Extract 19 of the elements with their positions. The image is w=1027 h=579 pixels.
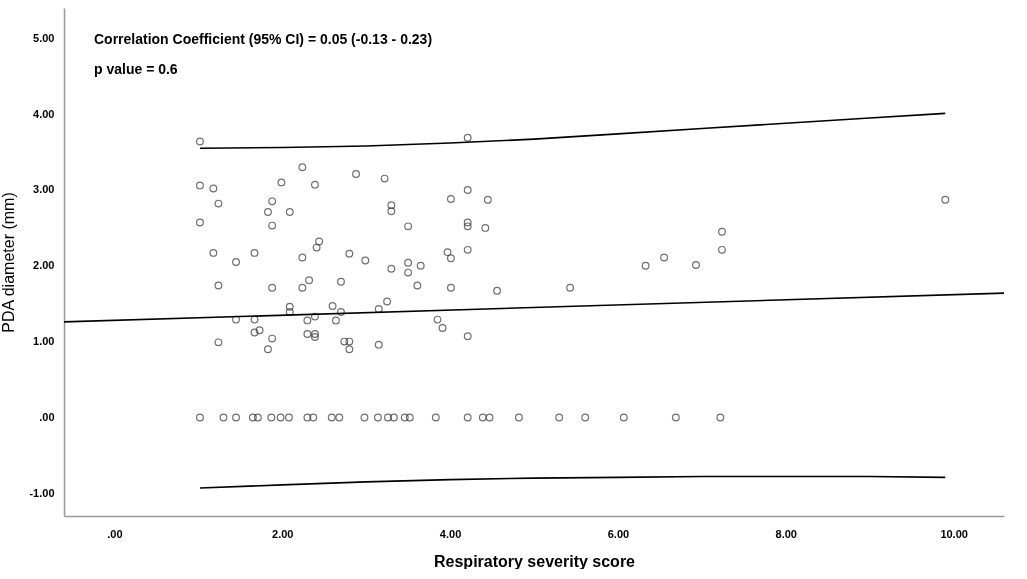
y-tick-label: 4.00 [33,107,55,120]
x-tick-label: .00 [107,527,123,540]
y-tick-label: 5.00 [33,31,55,44]
x-tick-label: 2.00 [272,527,294,540]
y-axis-title: PDA diameter (mm) [0,192,18,333]
y-tick-label: -1.00 [29,486,55,499]
y-tick-label: 1.00 [33,335,55,348]
x-tick-label: 6.00 [607,527,630,540]
annotation: p value = 0.6 [94,61,178,77]
line-series [199,112,947,150]
line-series [199,475,947,489]
x-tick-label: 10.00 [940,527,968,540]
x-tick-label: 8.00 [775,527,797,540]
x-tick-label: 4.00 [439,527,462,540]
y-tick-label: .00 [39,410,55,423]
annotation: Correlation Coefficient (95% CI) = 0.05 (-0.13 - 0.23) [94,31,433,47]
x-axis-title: Respiratory severity score [434,552,636,570]
y-tick-label: 3.00 [33,183,55,196]
y-tick-label: 2.00 [33,259,55,272]
